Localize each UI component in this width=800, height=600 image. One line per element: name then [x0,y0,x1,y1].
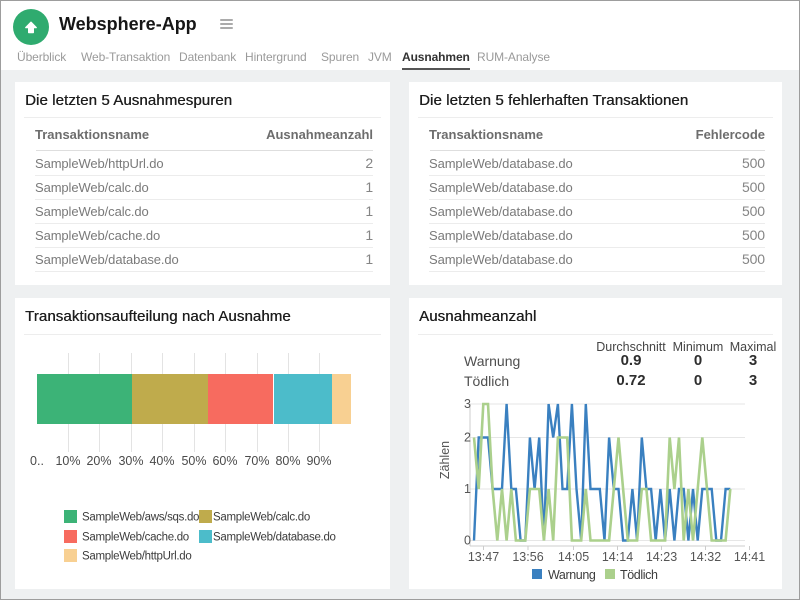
svg-text:2: 2 [464,431,471,445]
svg-text:3: 3 [464,397,471,411]
svg-text:14:23: 14:23 [646,550,677,564]
svg-text:13:56: 13:56 [512,550,543,564]
svg-text:Warnung: Warnung [548,568,596,582]
svg-text:Zählen: Zählen [438,441,452,479]
svg-text:1: 1 [464,482,471,496]
svg-text:14:32: 14:32 [690,550,721,564]
svg-text:13:47: 13:47 [468,550,499,564]
svg-text:Tödlich: Tödlich [620,568,658,582]
svg-text:14:05: 14:05 [558,550,589,564]
svg-text:14:41: 14:41 [734,550,765,564]
svg-text:14:14: 14:14 [602,550,633,564]
svg-text:0: 0 [464,534,471,548]
